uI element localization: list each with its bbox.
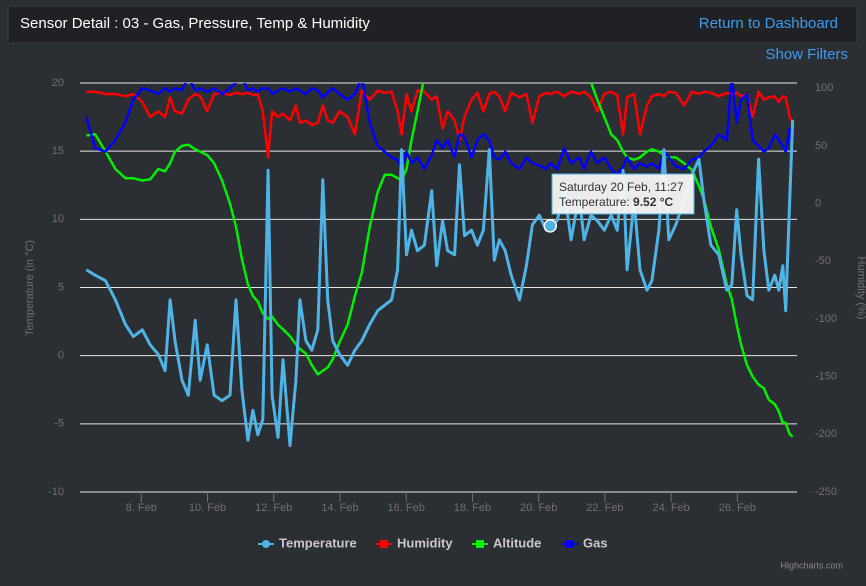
y-tick-label: -10 xyxy=(48,486,64,498)
y-tick-label: 15 xyxy=(52,145,64,157)
series-line xyxy=(85,83,794,176)
legend-label: Humidity xyxy=(397,535,453,550)
series-line xyxy=(86,83,794,438)
dashboard-link[interactable]: Return to Dashboard xyxy=(699,15,838,32)
hover-point xyxy=(543,219,558,233)
x-tick-label: 16. Feb xyxy=(388,502,425,514)
tooltip-box xyxy=(551,173,695,215)
x-tick-label: 14. Feb xyxy=(321,502,358,514)
legend-label: Altitude xyxy=(493,535,541,550)
legend-symbol xyxy=(476,540,484,548)
y2-tick-label: -150 xyxy=(815,371,837,383)
y2-tick-label: 0 xyxy=(815,197,821,209)
x-tick-label: 18. Feb xyxy=(454,502,491,514)
legend-symbol xyxy=(262,540,270,548)
header-bar xyxy=(7,5,858,44)
x-tick-label: 22. Feb xyxy=(586,502,623,514)
x-tick-label: 24. Feb xyxy=(652,502,689,514)
y-axis-title: Temperature (in °C) xyxy=(24,240,36,336)
x-tick-label: 26. Feb xyxy=(719,502,756,514)
legend-symbol xyxy=(566,540,574,548)
y2-tick-label: 100 xyxy=(815,82,833,94)
y-tick-label: 10 xyxy=(52,213,64,225)
y2-tick-label: 50 xyxy=(815,140,827,152)
y-tick-label: 5 xyxy=(58,281,64,293)
y-tick-label: 20 xyxy=(52,77,64,89)
x-tick-label: 20. Feb xyxy=(520,502,557,514)
y2-axis-title: Humidity (%) xyxy=(855,257,866,320)
legend-label: Gas xyxy=(583,535,608,550)
x-tick-label: 10. Feb xyxy=(189,502,226,514)
legend-symbol xyxy=(380,540,388,548)
tooltip-label: Temperature: xyxy=(559,195,630,209)
tooltip-line: Temperature: 9.52 °C xyxy=(559,195,674,209)
y2-tick-label: -250 xyxy=(815,486,837,498)
y-tick-label: -5 xyxy=(54,418,64,430)
legend-label: Temperature xyxy=(279,535,357,550)
x-tick-label: 8. Feb xyxy=(126,502,157,514)
tooltip-header: Saturday 20 Feb, 11:27 xyxy=(559,180,684,194)
y2-tick-label: -50 xyxy=(815,255,831,267)
filters-link[interactable]: Show Filters xyxy=(765,46,848,63)
credits: Highcharts.com xyxy=(780,560,843,570)
y2-tick-label: -200 xyxy=(815,428,837,440)
page-title: Sensor Detail : 03 - Gas, Pressure, Temp… xyxy=(20,15,370,32)
y2-tick-label: -100 xyxy=(815,313,837,325)
x-tick-label: 12. Feb xyxy=(255,502,292,514)
y-tick-label: 0 xyxy=(58,350,64,362)
series-line xyxy=(86,89,794,159)
tooltip-value: 9.52 °C xyxy=(633,195,673,209)
